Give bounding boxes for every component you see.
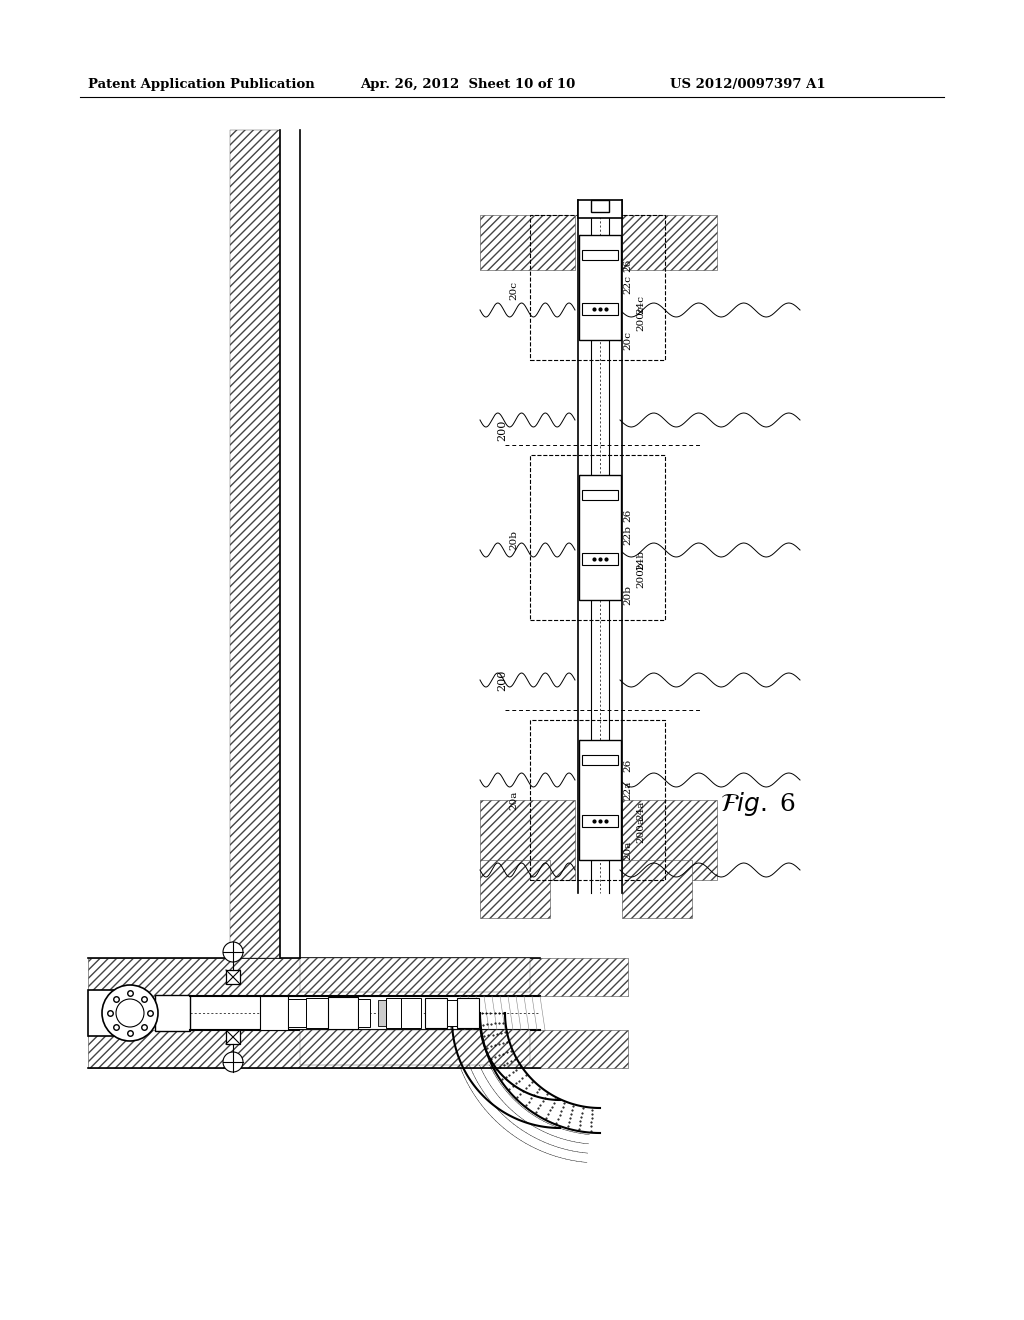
Bar	[591, 201, 609, 213]
Bar	[378, 1001, 386, 1026]
Bar	[582, 755, 618, 766]
Text: 20c: 20c	[623, 330, 632, 350]
Bar	[328, 997, 358, 1030]
Bar	[579, 741, 621, 861]
Text: 20b: 20b	[509, 531, 518, 550]
Bar	[226, 970, 240, 983]
Bar	[300, 958, 530, 993]
Bar	[260, 997, 288, 1030]
Bar	[530, 719, 665, 880]
Bar	[579, 475, 621, 601]
Text: US 2012/0097397 A1: US 2012/0097397 A1	[670, 78, 825, 91]
Bar	[300, 1030, 530, 1065]
Bar	[358, 999, 370, 1027]
Bar	[230, 129, 280, 958]
Text: 200: 200	[497, 420, 507, 441]
Bar	[88, 1030, 628, 1068]
Text: 26: 26	[623, 759, 632, 772]
Bar	[88, 990, 118, 1036]
Bar	[226, 1030, 240, 1044]
Bar	[401, 998, 421, 1028]
Text: $\mathcal{F}$$\it{ig.}$ 6: $\mathcal{F}$$\it{ig.}$ 6	[720, 789, 796, 818]
Text: 24a: 24a	[636, 800, 645, 820]
Text: 24c: 24c	[636, 296, 645, 314]
Text: 22c: 22c	[623, 276, 632, 294]
Bar	[582, 814, 618, 828]
Bar	[447, 1001, 457, 1026]
Bar	[118, 995, 136, 1031]
Circle shape	[116, 999, 144, 1027]
Bar	[622, 215, 717, 271]
Text: 200b: 200b	[636, 562, 645, 589]
Bar	[386, 998, 401, 1028]
Text: Apr. 26, 2012  Sheet 10 of 10: Apr. 26, 2012 Sheet 10 of 10	[360, 78, 575, 91]
Bar	[530, 455, 665, 620]
Bar	[457, 998, 479, 1028]
Text: 20a: 20a	[623, 841, 632, 859]
Bar	[480, 861, 550, 917]
Text: 200c: 200c	[636, 305, 645, 331]
Bar	[582, 553, 618, 565]
Circle shape	[223, 1052, 243, 1072]
Bar	[530, 215, 665, 360]
Text: 20b: 20b	[623, 585, 632, 605]
Bar	[582, 302, 618, 314]
Bar	[480, 215, 575, 271]
Text: 20c: 20c	[509, 281, 518, 300]
Circle shape	[223, 942, 243, 962]
Circle shape	[102, 985, 158, 1041]
Text: 20a: 20a	[509, 791, 518, 809]
Text: 200a: 200a	[636, 817, 645, 843]
Text: 26: 26	[623, 259, 632, 272]
Text: Patent Application Publication: Patent Application Publication	[88, 78, 314, 91]
Bar	[155, 995, 190, 1031]
Bar	[622, 800, 717, 880]
Text: 22b: 22b	[623, 525, 632, 545]
Bar	[579, 235, 621, 341]
Bar	[582, 249, 618, 260]
Bar	[306, 998, 328, 1028]
Bar	[578, 201, 622, 218]
Text: 22a: 22a	[623, 780, 632, 800]
Text: 26: 26	[623, 508, 632, 521]
Bar	[582, 490, 618, 500]
Bar	[288, 999, 306, 1027]
Bar	[480, 800, 575, 880]
Text: 200: 200	[497, 669, 507, 690]
Text: 24b: 24b	[636, 550, 645, 570]
Bar	[425, 998, 447, 1028]
Bar	[88, 958, 628, 997]
Bar	[622, 861, 692, 917]
